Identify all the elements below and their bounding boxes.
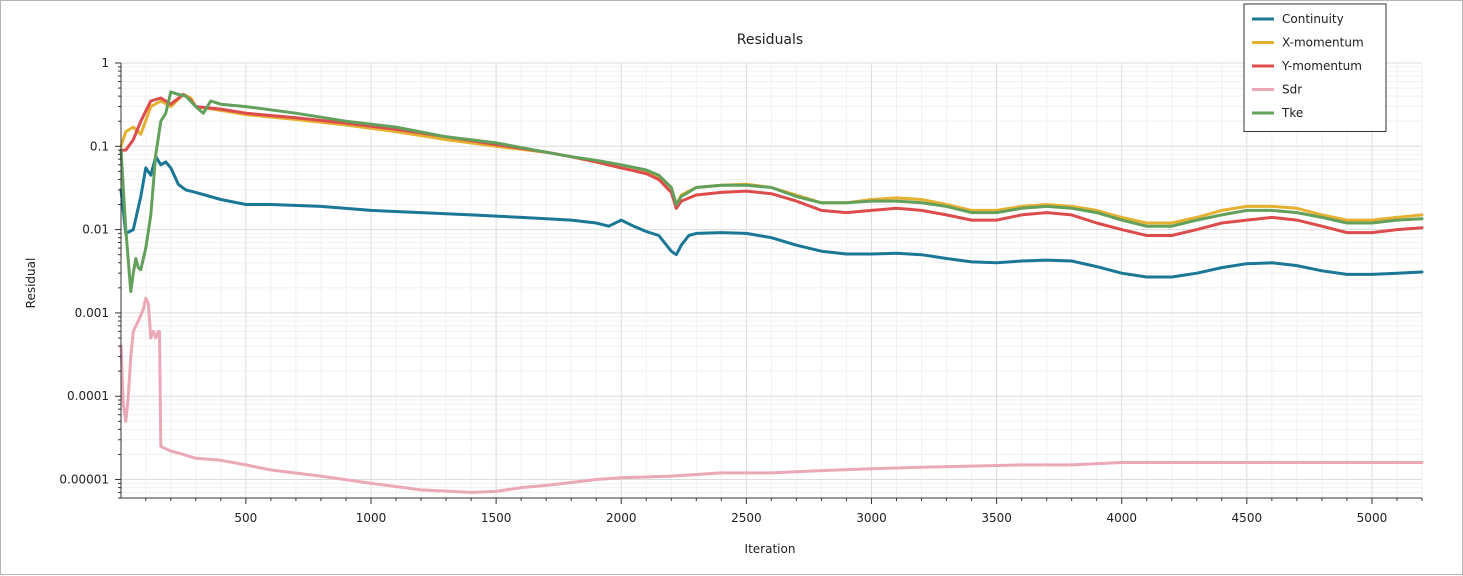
- series-line-continuity: [119, 155, 1424, 279]
- y-tick-label: 0.01: [82, 223, 109, 237]
- legend-box: [1243, 3, 1387, 132]
- x-tick-label: 2500: [731, 511, 762, 525]
- y-tick-label: 0.1: [90, 139, 109, 153]
- y-tick-label: 1: [101, 56, 109, 70]
- x-tick-label: 1500: [481, 511, 512, 525]
- grid: [121, 62, 1423, 499]
- x-tick-label: 500: [234, 511, 257, 525]
- series-line-sdr: [119, 296, 1424, 494]
- axes: 1 0.1 0.01 0.001 0.0001 0.00001 500 1000 1500 200…: [59, 56, 1423, 525]
- legend-label: Sdr: [1282, 83, 1302, 97]
- x-axis-title: Iteration: [745, 542, 796, 556]
- legend-label: Continuity: [1282, 12, 1344, 26]
- y-tick-label: 0.001: [75, 306, 109, 320]
- series-line-tke: [119, 90, 1424, 294]
- chart-title: Residuals: [737, 32, 803, 48]
- x-tick-label: 1000: [356, 511, 387, 525]
- legend-label: X-momentum: [1282, 36, 1364, 50]
- x-tick-label: 4500: [1232, 511, 1263, 525]
- legend-label: Y-momentum: [1281, 59, 1362, 73]
- legend: Continuity X-momentum Y-momentum Sdr Tke: [1243, 3, 1387, 132]
- y-axis-title: Residual: [24, 258, 38, 309]
- x-tick-label: 3000: [856, 511, 887, 525]
- series-lines: [119, 90, 1424, 494]
- x-tick-label: 2000: [606, 511, 637, 525]
- x-tick-label: 5000: [1357, 511, 1388, 525]
- x-tick-label: 3500: [981, 511, 1012, 525]
- legend-label: Tke: [1281, 106, 1303, 120]
- y-tick-label: 0.00001: [59, 473, 109, 487]
- x-tick-label: 4000: [1106, 511, 1137, 525]
- series-line-y-momentum: [119, 92, 1424, 237]
- y-tick-label: 0.0001: [67, 389, 109, 403]
